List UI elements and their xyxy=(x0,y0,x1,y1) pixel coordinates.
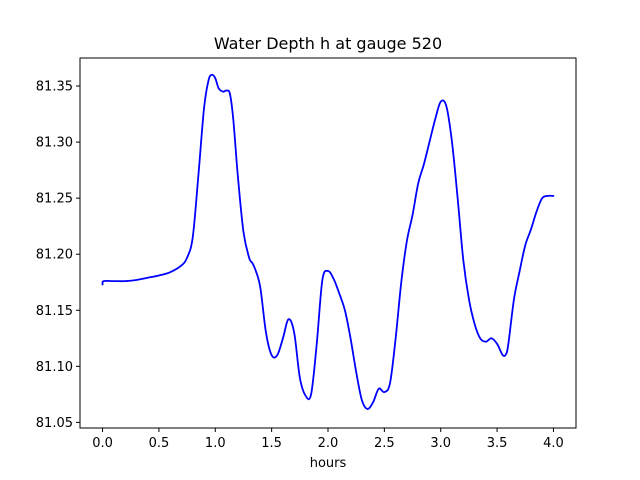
x-axis: 0.0 0.5 1.0 1.5 2.0 2.5 3.0 3.5 4.0 xyxy=(92,428,564,451)
series-line xyxy=(101,73,555,410)
plot-frame xyxy=(79,57,577,429)
y-tick-label: 81.05 xyxy=(36,416,73,431)
x-tick-label: 2.5 xyxy=(374,436,395,451)
y-tick-label: 81.35 xyxy=(36,80,73,95)
chart-title: Water Depth h at gauge 520 xyxy=(214,34,442,53)
x-tick-label: 4.0 xyxy=(543,436,564,451)
series-group xyxy=(101,73,555,410)
x-tick-label: 1.0 xyxy=(205,436,226,451)
x-tick-label: 2.0 xyxy=(318,436,339,451)
x-tick-label: 1.5 xyxy=(261,436,282,451)
x-tick-label: 0.5 xyxy=(149,436,170,451)
x-tick-label: 3.0 xyxy=(430,436,451,451)
y-tick-label: 81.20 xyxy=(36,248,73,263)
y-axis: 81.05 81.10 81.15 81.20 81.25 81.30 81.35 xyxy=(36,80,80,431)
y-tick-label: 81.30 xyxy=(36,136,73,151)
y-tick-label: 81.15 xyxy=(36,304,73,319)
x-axis-label: hours xyxy=(310,456,347,471)
y-tick-label: 81.10 xyxy=(36,360,73,375)
y-tick-label: 81.25 xyxy=(36,192,73,207)
x-tick-label: 3.5 xyxy=(487,436,508,451)
x-tick-label: 0.0 xyxy=(92,436,113,451)
